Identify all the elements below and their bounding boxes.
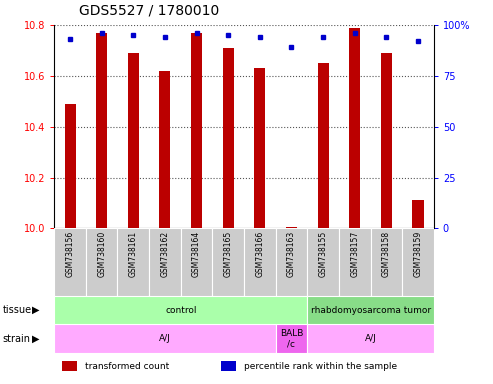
Bar xyxy=(413,200,423,228)
Bar xyxy=(221,361,237,371)
Bar xyxy=(212,228,244,296)
Text: A/J: A/J xyxy=(159,334,171,343)
Text: tissue: tissue xyxy=(2,305,32,315)
Text: percentile rank within the sample: percentile rank within the sample xyxy=(244,362,397,371)
Bar xyxy=(191,33,202,228)
Bar xyxy=(307,296,434,324)
Bar xyxy=(54,296,307,324)
Bar xyxy=(54,324,276,353)
Text: GSM738155: GSM738155 xyxy=(318,231,328,277)
Text: GSM738156: GSM738156 xyxy=(66,231,74,277)
Bar xyxy=(117,228,149,296)
Bar xyxy=(86,228,117,296)
Bar xyxy=(62,361,77,371)
Text: GSM738164: GSM738164 xyxy=(192,231,201,277)
Text: GSM738159: GSM738159 xyxy=(414,231,423,277)
Text: strain: strain xyxy=(2,334,31,344)
Bar xyxy=(96,33,107,228)
Text: GSM738157: GSM738157 xyxy=(350,231,359,277)
Text: GSM738161: GSM738161 xyxy=(129,231,138,277)
Bar xyxy=(128,53,139,228)
Bar xyxy=(286,227,297,228)
Text: transformed count: transformed count xyxy=(85,362,169,371)
Bar xyxy=(307,228,339,296)
Bar xyxy=(317,63,329,228)
Bar xyxy=(54,228,86,296)
Text: control: control xyxy=(165,306,197,314)
Text: BALB
/c: BALB /c xyxy=(280,329,303,349)
Bar xyxy=(276,324,307,353)
Bar xyxy=(223,48,234,228)
Bar xyxy=(339,228,371,296)
Text: GSM738166: GSM738166 xyxy=(255,231,264,277)
Text: GDS5527 / 1780010: GDS5527 / 1780010 xyxy=(79,3,219,17)
Text: GSM738163: GSM738163 xyxy=(287,231,296,277)
Text: ▶: ▶ xyxy=(32,334,39,344)
Text: rhabdomyosarcoma tumor: rhabdomyosarcoma tumor xyxy=(311,306,430,314)
Bar xyxy=(276,228,307,296)
Text: GSM738158: GSM738158 xyxy=(382,231,391,277)
Text: GSM738162: GSM738162 xyxy=(160,231,170,277)
Bar xyxy=(402,228,434,296)
Text: GSM738165: GSM738165 xyxy=(224,231,233,277)
Bar xyxy=(159,71,171,228)
Bar xyxy=(307,324,434,353)
Bar xyxy=(244,228,276,296)
Bar xyxy=(381,53,392,228)
Text: A/J: A/J xyxy=(365,334,377,343)
Text: ▶: ▶ xyxy=(32,305,39,315)
Bar xyxy=(65,104,75,228)
Bar xyxy=(349,28,360,228)
Bar xyxy=(181,228,212,296)
Bar xyxy=(149,228,181,296)
Bar xyxy=(254,68,265,228)
Text: GSM738160: GSM738160 xyxy=(97,231,106,277)
Bar xyxy=(371,228,402,296)
